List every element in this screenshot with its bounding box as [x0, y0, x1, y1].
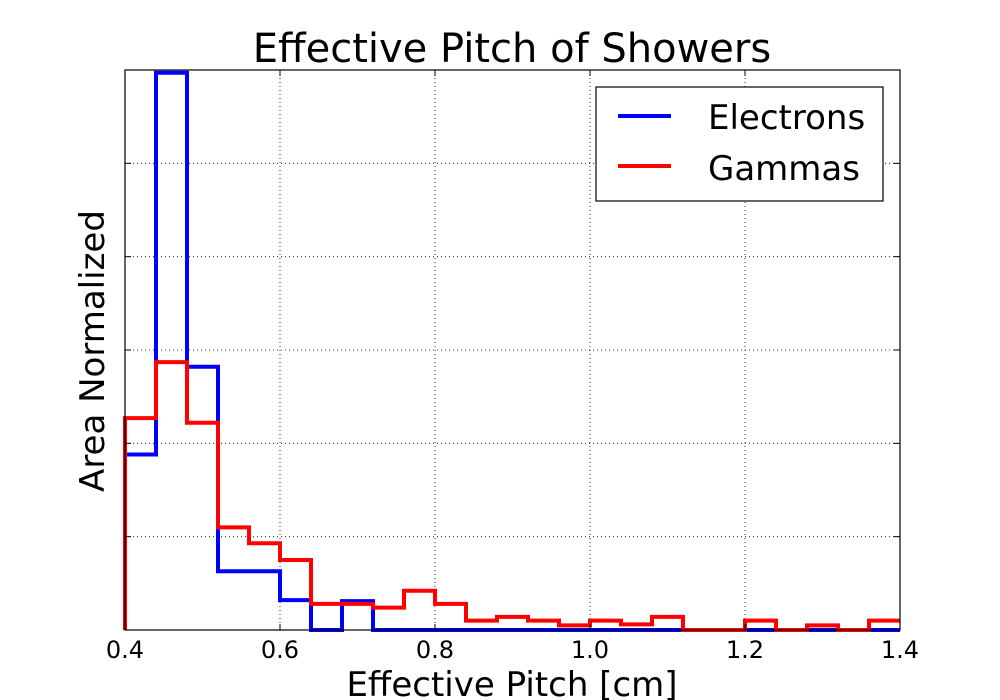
grid: [125, 70, 900, 630]
x-tick-label: 1.4: [881, 636, 919, 664]
legend: Electrons Gammas: [595, 86, 884, 202]
y-axis-label: Area Normalized: [73, 210, 113, 492]
x-tick-label: 0.8: [416, 636, 454, 664]
x-tick-label: 0.6: [261, 636, 299, 664]
chart-title: Effective Pitch of Showers: [253, 26, 771, 72]
legend-label-electrons: Electrons: [708, 98, 865, 138]
legend-frame: [595, 86, 884, 202]
x-axis-label: Effective Pitch [cm]: [346, 665, 677, 700]
x-tick-label: 1.0: [571, 636, 609, 664]
x-tick-label: 0.4: [106, 636, 144, 664]
x-tick-labels: 0.4 0.6 0.8 1.0 1.2 1.4: [106, 636, 919, 664]
x-tick-label: 1.2: [726, 636, 764, 664]
series-gammas-histogram: [123, 360, 900, 632]
axes: [124, 69, 901, 631]
legend-label-gammas: Gammas: [708, 149, 860, 189]
